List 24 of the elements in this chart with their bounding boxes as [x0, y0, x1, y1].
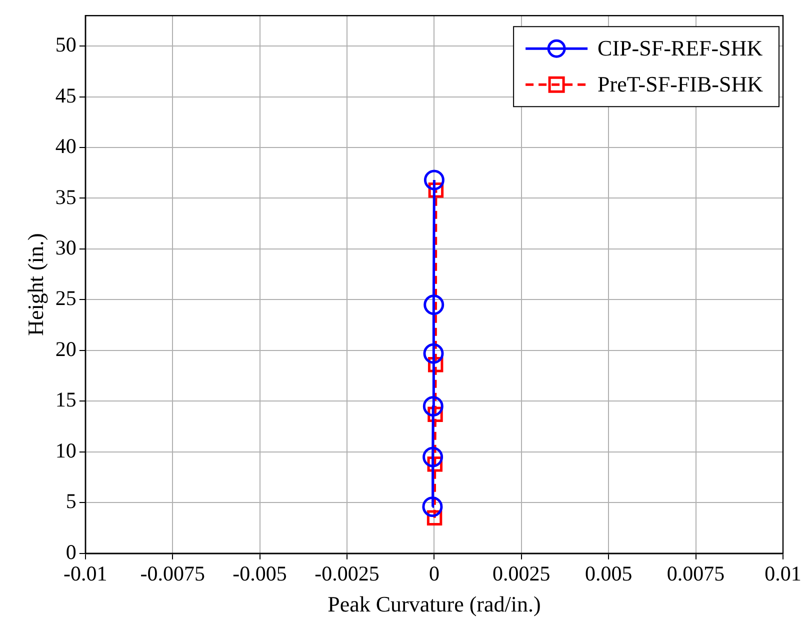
x-tick-label: 0 — [428, 562, 440, 586]
x-tick-label: 0.01 — [764, 562, 802, 586]
y-tick-label: 40 — [55, 134, 76, 158]
x-tick-label: -0.0025 — [314, 562, 380, 586]
y-tick-label: 45 — [55, 83, 76, 108]
y-axis-title: Height (in.) — [22, 233, 48, 336]
x-tick-label: -0.0075 — [140, 562, 205, 586]
x-tick-label: 0.0075 — [666, 562, 725, 586]
y-tick-label: 0 — [66, 540, 76, 564]
legend-label: CIP-SF-REF-SHK — [598, 35, 763, 60]
y-tick-label: 50 — [55, 32, 76, 57]
y-tick-label: 20 — [55, 336, 76, 361]
legend-label: PreT-SF-FIB-SHK — [598, 71, 764, 96]
y-tick-label: 30 — [55, 236, 76, 260]
x-tick-label: -0.005 — [232, 562, 287, 586]
y-tick-label: 10 — [55, 438, 76, 462]
x-tick-label: 0.0025 — [492, 562, 550, 586]
y-tick-label: 5 — [66, 489, 76, 514]
y-tick-label: 15 — [55, 388, 76, 412]
x-tick-label: -0.01 — [64, 562, 108, 586]
x-tick-label: 0.005 — [584, 562, 632, 586]
y-tick-label: 35 — [55, 184, 76, 209]
x-axis-title: Peak Curvature (rad/in.) — [328, 592, 541, 617]
y-tick-label: 25 — [55, 286, 76, 310]
